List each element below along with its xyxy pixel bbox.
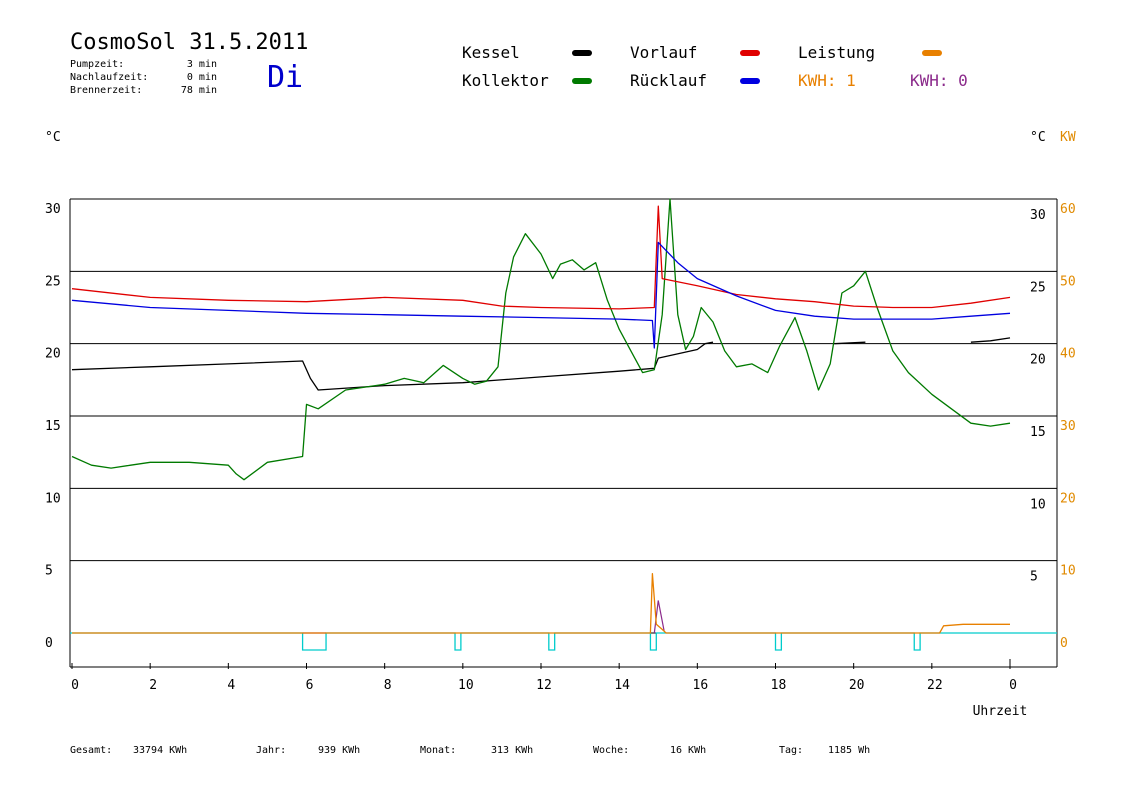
y-right-c-tick-label: 15 (1030, 425, 1046, 440)
y-right-c-tick-label: 20 (1030, 353, 1046, 368)
right-unit-c-label: °C (1030, 130, 1046, 145)
brennerzeit-value: 78 min (180, 85, 217, 96)
nachlaufzeit-label: Nachlaufzeit: (70, 72, 149, 83)
legend-ruecklauf-label: Rücklauf (630, 71, 708, 90)
legend-leistung-swatch (922, 50, 942, 56)
footer-woche-label: Woche: (593, 745, 630, 756)
x-tick-label: 16 (693, 678, 709, 693)
x-tick-label: 12 (536, 678, 552, 693)
footer-gesamt-value: 33794 KWh (133, 745, 188, 756)
footer-gesamt-label: Gesamt: (70, 745, 113, 756)
legend-vorlauf-swatch (740, 50, 760, 56)
legend-kessel-label: Kessel (462, 43, 520, 62)
pumpzeit-label: Pumpzeit: (70, 59, 125, 70)
footer-monat-value: 313 KWh (491, 745, 534, 756)
x-tick-label: 0 (71, 678, 79, 693)
y-left-tick-label: 15 (45, 419, 61, 434)
y-right-kw-tick-label: 50 (1060, 274, 1076, 289)
y-left-tick-label: 10 (45, 491, 61, 506)
y-right-kw-tick-label: 30 (1060, 419, 1076, 434)
nachlaufzeit-value: 0 min (186, 72, 217, 83)
left-unit-label: °C (45, 130, 61, 145)
x-tick-label: 10 (458, 678, 474, 693)
brennerzeit-label: Brennerzeit: (70, 85, 143, 96)
series-leistung-line (72, 573, 1010, 634)
legend-kessel-swatch (572, 50, 592, 56)
x-tick-label: 14 (614, 678, 630, 693)
x-tick-label: 6 (306, 678, 314, 693)
y-right-c-tick-label: 5 (1030, 570, 1038, 585)
footer-woche-value: 16 KWh (670, 745, 707, 756)
pumpzeit-value: 3 min (186, 59, 217, 70)
x-tick-label: 18 (771, 678, 787, 693)
x-tick-label: 2 (149, 678, 157, 693)
pump-status-line (70, 632, 1057, 651)
legend-kollektor-swatch (572, 78, 592, 84)
y-right-c-tick-label: 30 (1030, 208, 1046, 223)
y-right-c-tick-label: 10 (1030, 497, 1046, 512)
series-kessel-line (71, 337, 1011, 391)
x-axis-label: Uhrzeit (973, 704, 1028, 719)
x-tick-label: 4 (227, 678, 235, 693)
y-left-tick-label: 20 (45, 347, 61, 362)
legend-kollektor-label: Kollektor (462, 71, 549, 90)
footer-tag-value: 1185 Wh (828, 745, 871, 756)
chart-title: CosmoSol 31.5.2011 (70, 30, 309, 55)
x-tick-label: 0 (1009, 678, 1017, 693)
y-right-kw-tick-label: 10 (1060, 564, 1076, 579)
footer-jahr-label: Jahr: (256, 745, 287, 756)
y-left-tick-label: 5 (45, 564, 53, 579)
series-vorlauf-line (71, 205, 1011, 310)
x-tick-label: 22 (927, 678, 943, 693)
y-left-tick-label: 0 (45, 636, 53, 651)
legend-kwh2: KWH: 0 (910, 71, 968, 90)
y-right-kw-tick-label: 60 (1060, 202, 1076, 217)
series-ruecklauf-line (71, 241, 1011, 349)
y-right-c-tick-label: 25 (1030, 280, 1046, 295)
weekday-label: Di (267, 60, 304, 95)
y-right-kw-tick-label: 40 (1060, 347, 1076, 362)
series-kollektor-line (71, 198, 1011, 481)
legend-kwh1: KWH: 1 (798, 71, 856, 90)
x-tick-label: 8 (384, 678, 392, 693)
footer-jahr-value: 939 KWh (318, 745, 361, 756)
x-tick-label: 20 (849, 678, 865, 693)
legend-ruecklauf-swatch (740, 78, 760, 84)
legend-vorlauf-label: Vorlauf (630, 43, 698, 62)
right-unit-kw-label: KW (1060, 130, 1076, 145)
y-right-kw-tick-label: 0 (1060, 636, 1068, 651)
y-right-kw-tick-label: 20 (1060, 491, 1076, 506)
y-left-tick-label: 25 (45, 274, 61, 289)
footer-tag-label: Tag: (779, 745, 804, 756)
footer-monat-label: Monat: (420, 745, 457, 756)
legend-leistung-label: Leistung (798, 43, 876, 62)
y-left-tick-label: 30 (45, 202, 61, 217)
